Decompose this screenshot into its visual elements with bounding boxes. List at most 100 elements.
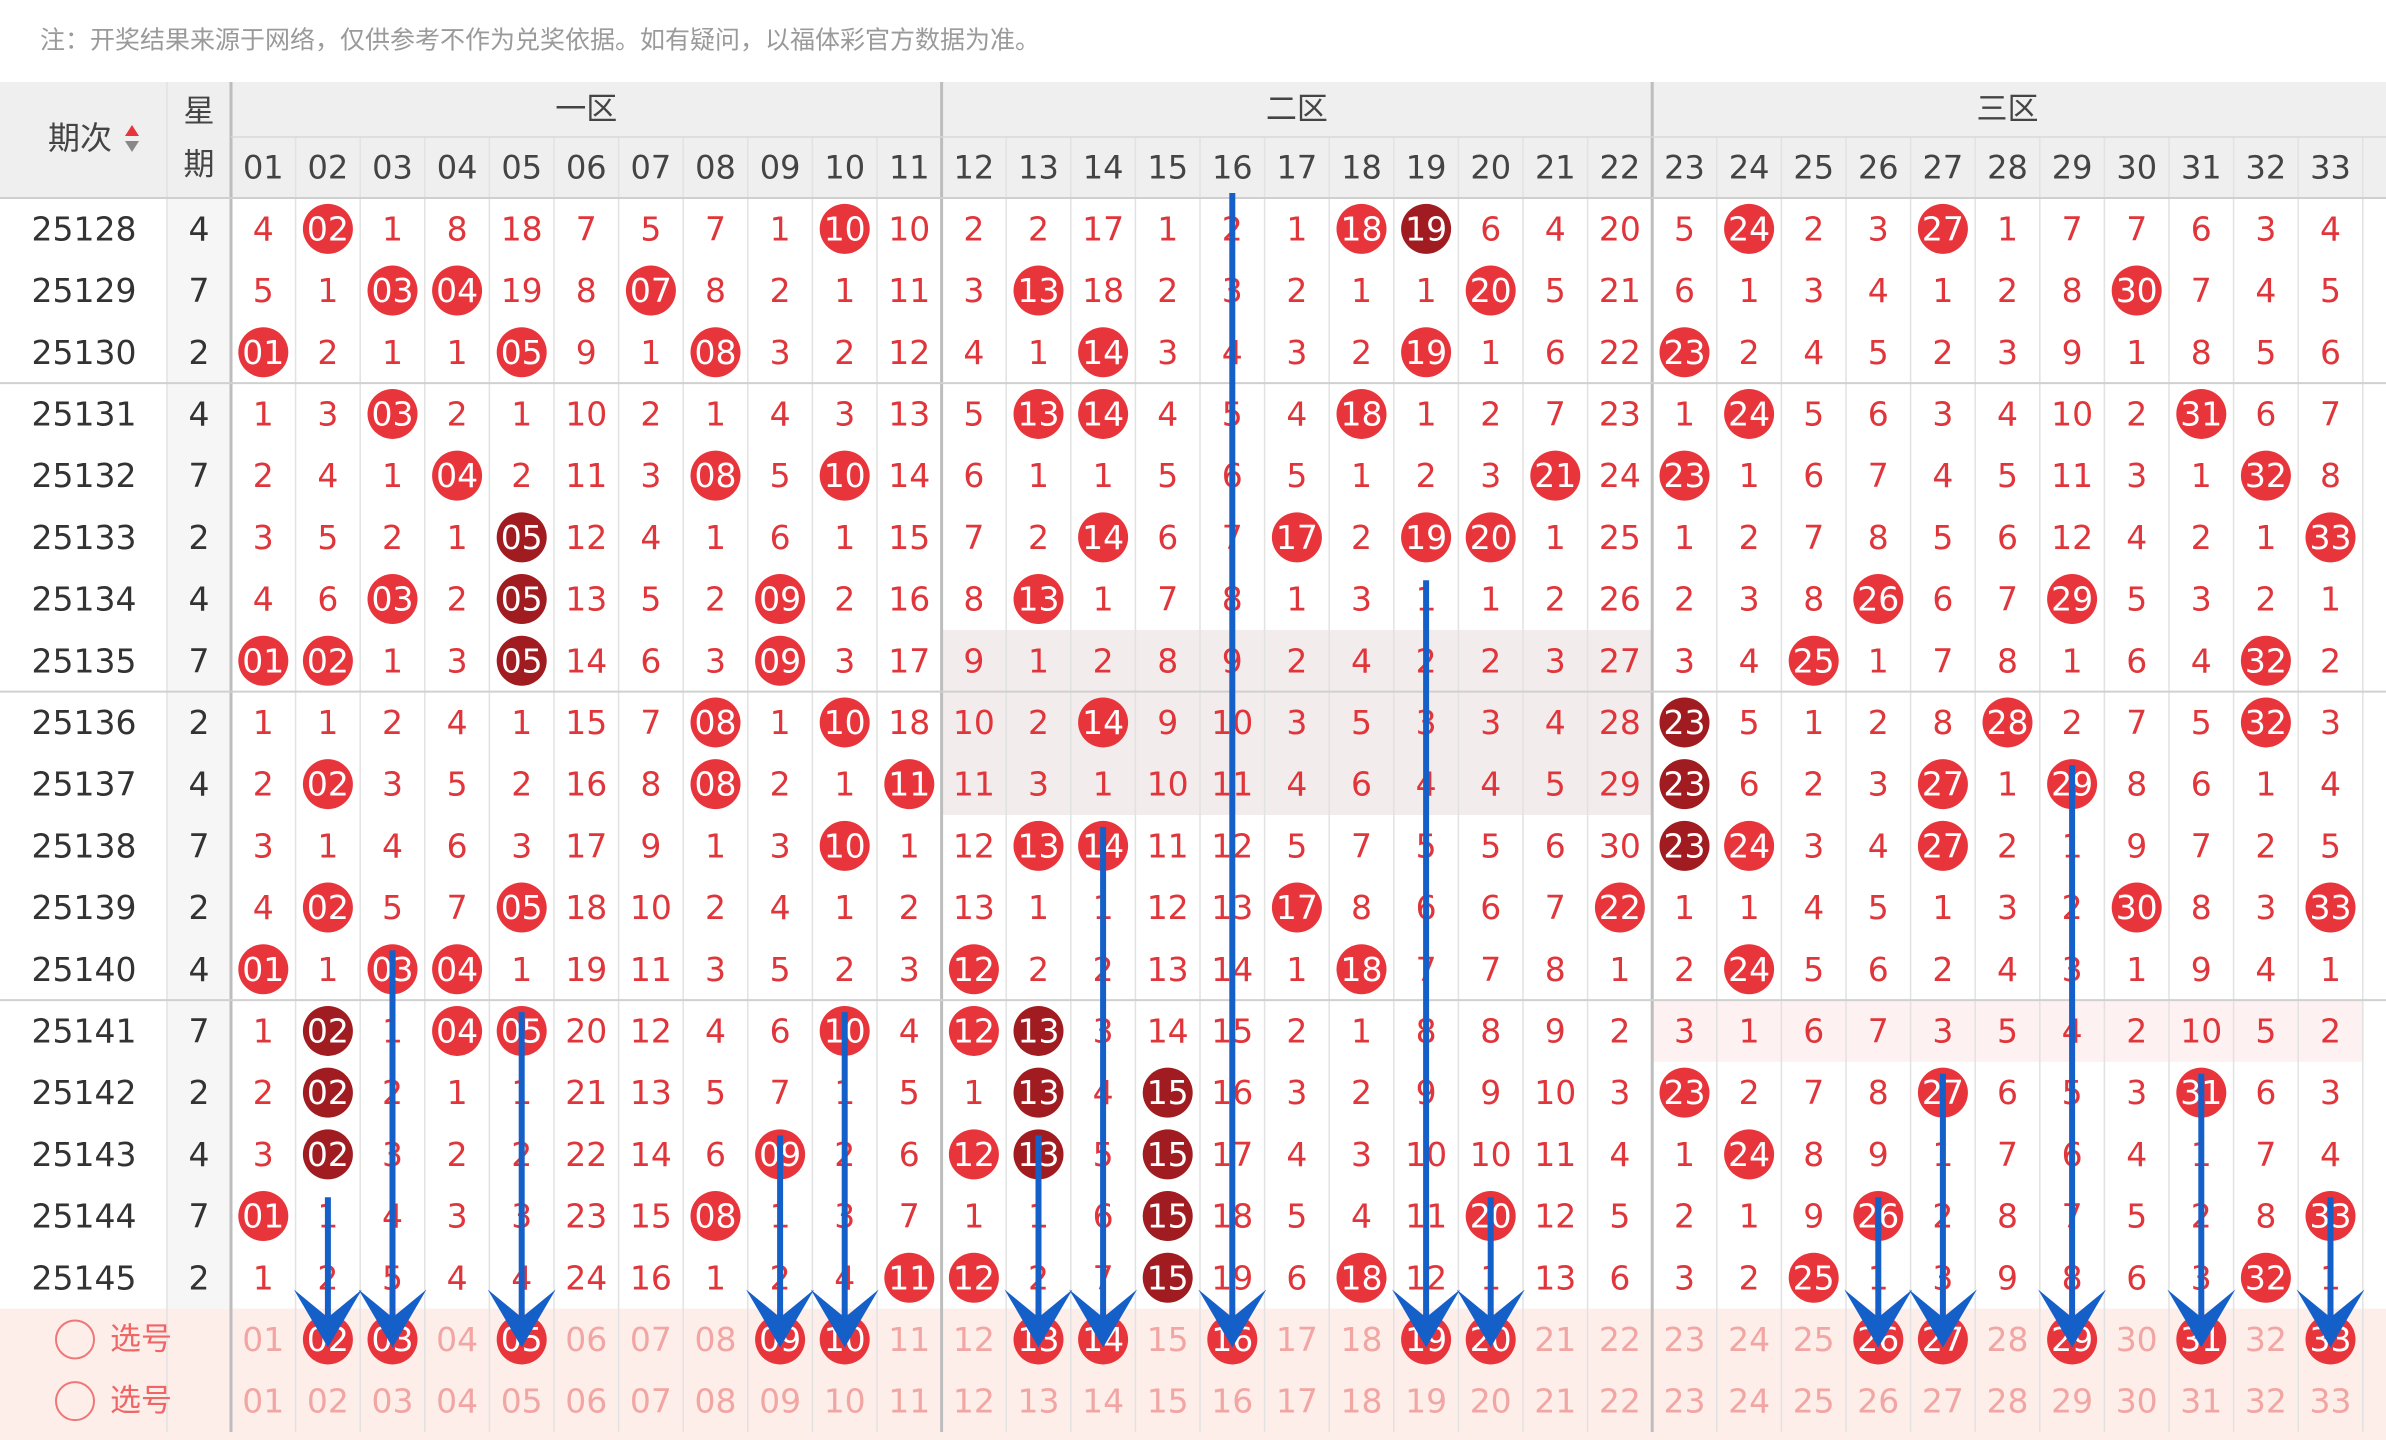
- miss-count: 13: [565, 580, 607, 619]
- miss-count: 13: [630, 1073, 672, 1112]
- ball-number: 09: [759, 580, 801, 619]
- miss-count: 12: [953, 1320, 995, 1359]
- miss-count: 5: [1674, 209, 1695, 248]
- miss-count: 2: [1545, 580, 1566, 619]
- ball-number: 08: [695, 1197, 737, 1236]
- miss-count: 2: [253, 1073, 274, 1112]
- arrow-head: [2167, 1289, 2236, 1348]
- ball: [1530, 450, 1581, 501]
- miss-count: 07: [630, 1320, 672, 1359]
- miss-count: 16: [630, 1258, 672, 1297]
- number-header: 13: [1018, 149, 1059, 187]
- ball: [367, 388, 418, 439]
- miss-count: 10: [630, 888, 672, 927]
- miss-count: 8: [640, 765, 661, 804]
- ball: [1594, 882, 1645, 933]
- issue: 25129: [32, 271, 137, 310]
- miss-count: 4: [1286, 394, 1307, 433]
- miss-count: 25: [1793, 1382, 1835, 1421]
- miss-count: 1: [1480, 333, 1501, 372]
- ball-number: 02: [307, 641, 349, 680]
- arrow-head: [1004, 1289, 1073, 1348]
- miss-count: 6: [1868, 394, 1889, 433]
- miss-count: 9: [2062, 333, 2083, 372]
- miss-count: 5: [1480, 826, 1501, 865]
- miss-count: 8: [705, 271, 726, 310]
- miss-count: 8: [2320, 456, 2341, 495]
- zone-header: 二区: [1266, 92, 1328, 128]
- pick-radio[interactable]: [55, 1381, 95, 1422]
- ball: [1078, 327, 1129, 378]
- miss-count: 03: [372, 1382, 414, 1421]
- ball-number: 05: [501, 641, 543, 680]
- miss-count: 06: [565, 1320, 607, 1359]
- miss-count: 3: [1868, 765, 1889, 804]
- weekday-header: 星: [184, 94, 215, 130]
- miss-count: 3: [1803, 826, 1824, 865]
- miss-count: 13: [1018, 1382, 1060, 1421]
- weekday: 4: [189, 1135, 210, 1174]
- ball: [432, 1005, 483, 1056]
- miss-count: 2: [1028, 209, 1049, 248]
- ball-number: 02: [307, 888, 349, 927]
- miss-count: 3: [834, 394, 855, 433]
- miss-count: 1: [1674, 518, 1695, 557]
- miss-count: 2: [2191, 518, 2212, 557]
- miss-count: 2: [1868, 703, 1889, 742]
- miss-count: 6: [2126, 1258, 2147, 1297]
- ball-number: 13: [1018, 271, 1060, 310]
- miss-count: 5: [1545, 765, 1566, 804]
- miss-count: 6: [1286, 1258, 1307, 1297]
- miss-count: 2: [2126, 394, 2147, 433]
- miss-count: 1: [317, 826, 338, 865]
- miss-count: 6: [1997, 518, 2018, 557]
- miss-count: 1: [1545, 518, 1566, 557]
- miss-count: 5: [2320, 826, 2341, 865]
- miss-count: 9: [963, 641, 984, 680]
- ball-number: 03: [372, 271, 414, 310]
- issue: 25137: [32, 765, 137, 804]
- miss-count: 7: [1545, 888, 1566, 927]
- miss-count: 4: [2126, 1135, 2147, 1174]
- miss-count: 20: [1470, 1382, 1512, 1421]
- weekday: 7: [189, 1011, 210, 1050]
- ball: [238, 944, 289, 995]
- ball: [367, 574, 418, 625]
- miss-count: 1: [705, 826, 726, 865]
- number-header: 29: [2052, 149, 2093, 187]
- miss-count: 11: [888, 271, 930, 310]
- miss-count: 7: [899, 1197, 920, 1236]
- miss-count: 30: [2116, 1382, 2158, 1421]
- ball-number: 11: [888, 1258, 930, 1297]
- number-header: 05: [501, 149, 542, 187]
- ball-number: 14: [1082, 518, 1124, 557]
- miss-count: 1: [1093, 580, 1114, 619]
- ball-number: 09: [759, 641, 801, 680]
- miss-count: 7: [1997, 580, 2018, 619]
- miss-count: 7: [2191, 826, 2212, 865]
- miss-count: 28: [1599, 703, 1641, 742]
- miss-count: 6: [2191, 209, 2212, 248]
- miss-count: 2: [382, 518, 403, 557]
- miss-count: 7: [640, 703, 661, 742]
- miss-count: 6: [2191, 765, 2212, 804]
- miss-count: 4: [640, 518, 661, 557]
- ball: [948, 1005, 999, 1056]
- miss-count: 2: [1739, 1258, 1760, 1297]
- ball-number: 03: [372, 394, 414, 433]
- miss-count: 4: [1868, 826, 1889, 865]
- ball-number: 02: [307, 765, 349, 804]
- miss-count: 1: [1093, 765, 1114, 804]
- pick-radio[interactable]: [55, 1319, 95, 1360]
- ball: [2240, 697, 2291, 748]
- ball-number: 18: [1341, 394, 1383, 433]
- ball-number: 10: [824, 209, 866, 248]
- miss-count: 2: [834, 950, 855, 989]
- miss-count: 3: [2126, 1073, 2147, 1112]
- arrow-head: [487, 1289, 556, 1348]
- miss-count: 1: [1416, 394, 1437, 433]
- miss-count: 24: [1599, 456, 1641, 495]
- ball: [1013, 1005, 1064, 1056]
- issue: 25136: [32, 703, 137, 742]
- miss-count: 3: [1868, 209, 1889, 248]
